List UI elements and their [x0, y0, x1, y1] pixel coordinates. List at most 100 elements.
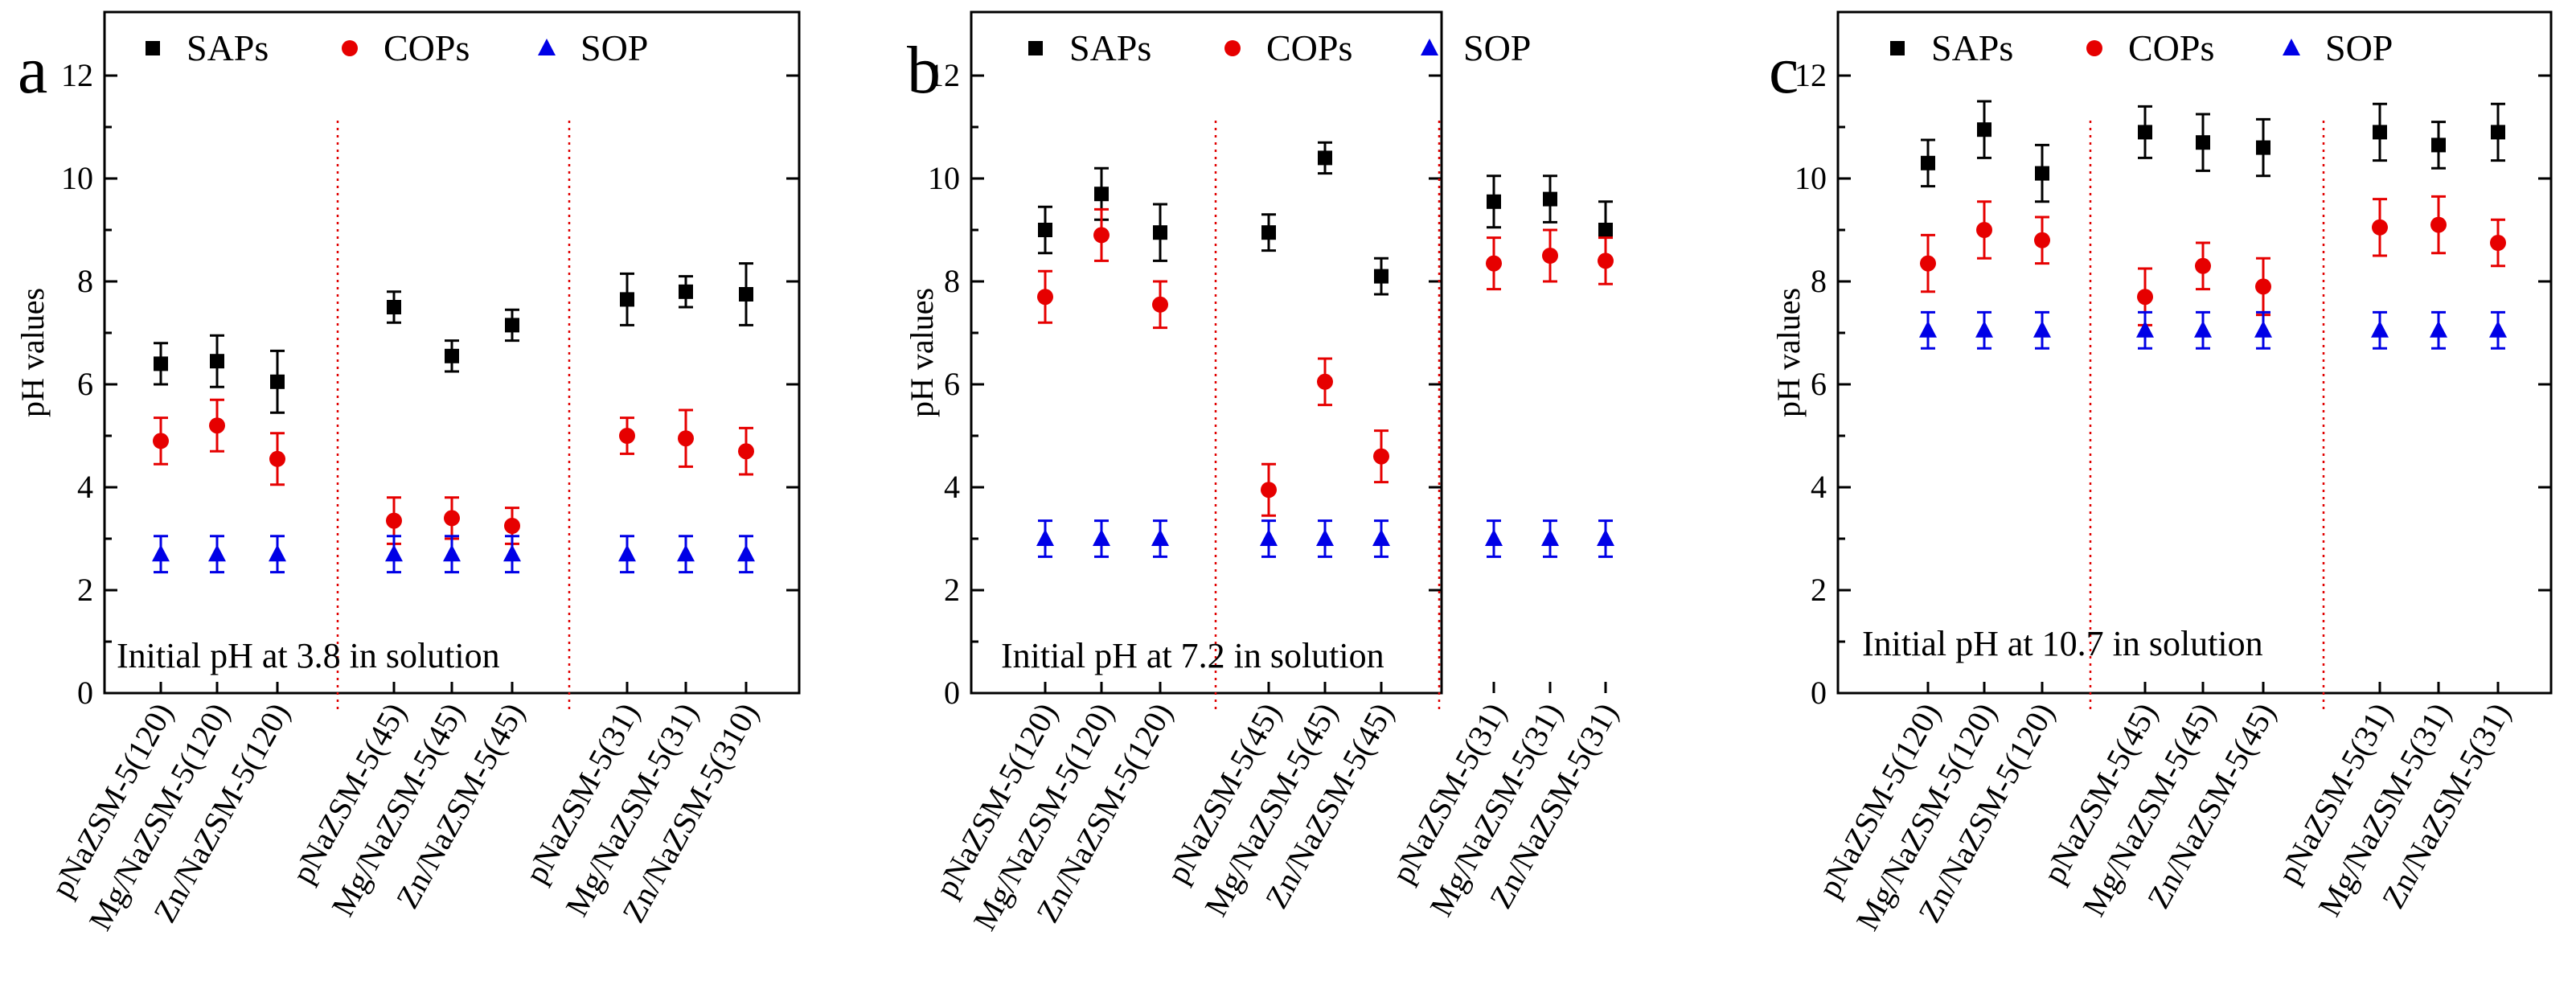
data-point-saps	[387, 300, 401, 314]
data-point-saps	[739, 287, 753, 302]
data-point-saps	[2491, 125, 2505, 140]
data-point-sop	[1036, 529, 1054, 546]
y-axis-label: pH values	[14, 288, 51, 417]
plot-frame	[1836, 10, 2553, 695]
data-point-sop	[385, 544, 403, 562]
circle-marker	[2086, 40, 2102, 56]
circle-marker	[342, 40, 358, 56]
y-tick-label: 8	[944, 263, 960, 299]
data-point-cops	[1317, 373, 1333, 390]
legend-label: COPs	[2128, 27, 2214, 68]
data-point-saps	[620, 292, 634, 307]
y-tick-label: 6	[1811, 366, 1827, 402]
data-point-sop	[1372, 529, 1390, 546]
data-point-saps	[1977, 122, 1991, 137]
data-point-cops	[1037, 289, 1053, 306]
y-tick-label: 12	[61, 57, 93, 93]
y-tick-label: 12	[928, 57, 960, 93]
data-point-saps	[2196, 135, 2210, 150]
data-point-cops	[2195, 257, 2211, 274]
data-point-cops	[2255, 278, 2271, 295]
data-point-sop	[2194, 320, 2212, 338]
data-point-sop	[1151, 529, 1169, 546]
data-point-sop	[1919, 320, 1937, 338]
data-point-cops	[2490, 235, 2506, 251]
y-tick-label: 4	[1811, 469, 1827, 505]
y-tick-label: 4	[944, 469, 960, 505]
legend-label: SOP	[2325, 27, 2393, 68]
annotation: Initial pH at 3.8 in solution	[117, 636, 500, 675]
data-point-cops	[2034, 232, 2050, 248]
data-point-cops	[2372, 219, 2388, 236]
data-point-cops	[619, 428, 635, 444]
data-point-sop	[1975, 320, 1993, 338]
data-point-sop	[2254, 320, 2272, 338]
annotation: Initial pH at 7.2 in solution	[1001, 636, 1384, 675]
y-tick-label: 4	[77, 469, 93, 505]
data-point-cops	[1976, 222, 1992, 238]
panel-c: cpH values024681012pNaZSM-5(120)Mg/NaZSM…	[1769, 10, 2553, 936]
plot-frame	[970, 10, 1443, 695]
data-point-saps	[1261, 225, 1276, 240]
circle-marker	[1224, 40, 1241, 56]
annotation: Initial pH at 10.7 in solution	[1862, 624, 2263, 663]
y-tick-label: 12	[1795, 57, 1827, 93]
triangle-marker	[2283, 39, 2300, 55]
y-tick-label: 6	[944, 366, 960, 402]
data-point-cops	[1598, 252, 1614, 269]
data-point-cops	[1486, 255, 1502, 272]
data-point-sop	[737, 544, 755, 562]
data-point-sop	[1485, 529, 1503, 546]
data-point-sop	[2136, 320, 2154, 338]
y-tick-label: 2	[77, 572, 93, 608]
data-point-sop	[152, 544, 170, 562]
data-point-cops	[1542, 248, 1558, 264]
y-axis-label: pH values	[1770, 288, 1807, 417]
legend-label: SAPs	[1069, 27, 1151, 68]
data-point-cops	[153, 433, 169, 449]
data-point-saps	[154, 356, 168, 371]
legend-label: SOP	[1463, 27, 1531, 68]
data-point-saps	[210, 354, 224, 369]
data-point-sop	[2371, 320, 2389, 338]
data-point-saps	[1038, 223, 1052, 237]
data-point-saps	[2431, 137, 2446, 153]
data-point-cops	[1373, 448, 1389, 465]
square-marker	[146, 41, 160, 55]
data-point-saps	[1598, 223, 1613, 237]
y-tick-label: 10	[1795, 160, 1827, 196]
y-tick-label: 6	[77, 366, 93, 402]
data-point-cops	[1152, 296, 1168, 313]
data-point-saps	[505, 318, 519, 333]
data-point-saps	[2256, 140, 2270, 155]
legend-label: COPs	[384, 27, 470, 68]
data-point-cops	[2137, 289, 2153, 306]
data-point-cops	[386, 512, 402, 529]
data-point-cops	[2430, 216, 2447, 233]
triangle-marker	[538, 39, 556, 55]
data-point-saps	[2138, 125, 2152, 140]
data-point-saps	[679, 284, 693, 299]
data-point-sop	[443, 544, 461, 562]
data-point-saps	[1921, 155, 1935, 170]
panel-label: a	[18, 33, 47, 108]
data-point-sop	[618, 544, 636, 562]
y-tick-label: 2	[1811, 572, 1827, 608]
data-point-cops	[269, 450, 285, 467]
data-point-saps	[1487, 194, 1501, 209]
data-point-saps	[2373, 125, 2387, 140]
data-point-sop	[2033, 320, 2051, 338]
data-point-cops	[209, 417, 225, 434]
data-point-saps	[1543, 191, 1557, 207]
data-point-sop	[1541, 529, 1559, 546]
data-point-saps	[1318, 150, 1332, 166]
data-point-sop	[208, 544, 226, 562]
data-point-saps	[270, 374, 285, 389]
data-point-sop	[1093, 529, 1110, 546]
triangle-marker	[1421, 39, 1438, 55]
y-tick-label: 8	[1811, 263, 1827, 299]
data-point-sop	[503, 544, 521, 562]
data-point-saps	[2035, 166, 2049, 181]
data-point-cops	[504, 518, 520, 534]
